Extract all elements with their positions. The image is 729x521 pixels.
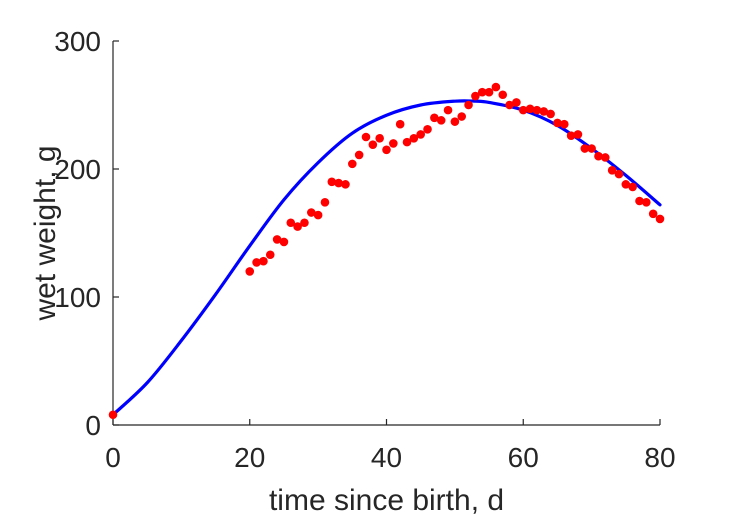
data-point <box>430 113 439 123</box>
data-point <box>382 145 391 155</box>
data-point <box>402 137 412 147</box>
data-point <box>566 131 576 141</box>
x-tick-label: 20 <box>234 442 265 473</box>
data-point <box>395 119 405 129</box>
data-point <box>525 104 535 114</box>
data-point <box>354 150 364 160</box>
data-point <box>265 250 275 260</box>
data-point <box>368 140 378 149</box>
data-point <box>477 87 487 97</box>
x-axis-label: time since birth, d <box>269 484 504 517</box>
data-point <box>443 105 453 115</box>
tick-labels: 0 20 40 60 80 0 100 200 300 <box>54 26 675 473</box>
data-point <box>457 112 467 121</box>
data-point <box>348 159 357 169</box>
axes <box>112 41 660 426</box>
data-point <box>334 178 343 188</box>
data-point <box>293 222 302 231</box>
data-point <box>327 177 337 187</box>
data-point <box>300 218 309 228</box>
data-point <box>505 100 514 110</box>
data-point <box>614 169 624 179</box>
data-point <box>587 144 596 153</box>
data-point <box>484 87 494 97</box>
y-tick-label: 200 <box>54 154 101 185</box>
data-point <box>389 139 398 148</box>
data-point <box>416 130 425 139</box>
data-point <box>450 117 460 126</box>
y-tick-label: 300 <box>54 26 101 57</box>
x-tick-label: 40 <box>371 442 402 473</box>
data-point <box>553 118 562 128</box>
data-point <box>512 98 521 107</box>
data-point <box>498 90 508 100</box>
data-point <box>259 256 268 266</box>
data-point <box>546 109 555 119</box>
data-point <box>539 107 549 116</box>
fit-curve <box>111 99 662 417</box>
data-point <box>313 210 323 220</box>
data-point <box>518 105 528 115</box>
data-point <box>409 133 419 143</box>
y-tick-label: 0 <box>85 410 101 441</box>
data-point <box>272 235 282 244</box>
data-point <box>375 133 384 143</box>
x-tick-label: 0 <box>105 442 121 473</box>
y-axis-label: wet weight, g <box>29 145 62 321</box>
data-point <box>286 218 296 228</box>
data-point <box>532 105 542 115</box>
data-point <box>361 132 371 142</box>
data-point <box>607 165 617 175</box>
fit-line-layer <box>111 99 662 417</box>
data-point <box>655 214 665 224</box>
data-point <box>573 130 583 139</box>
data-point <box>594 151 603 161</box>
data-point <box>621 180 631 189</box>
data-point <box>648 209 658 219</box>
data-point <box>471 91 480 101</box>
data-point <box>635 196 644 206</box>
data-point <box>628 182 637 192</box>
data-point <box>252 258 261 267</box>
data-point <box>580 144 590 153</box>
data-point <box>341 180 350 189</box>
y-tick-label: 100 <box>54 282 101 313</box>
data-point <box>491 82 501 92</box>
data-points-layer <box>108 82 665 420</box>
data-point <box>436 116 446 125</box>
data-point <box>245 267 255 276</box>
data-point <box>642 197 651 207</box>
x-tick-label: 60 <box>508 442 539 473</box>
data-point <box>306 208 316 217</box>
data-point <box>279 237 289 247</box>
data-point <box>423 125 432 134</box>
data-point <box>108 410 118 420</box>
tick-marks <box>112 40 661 426</box>
data-point <box>559 119 569 129</box>
data-point <box>601 153 610 162</box>
data-point <box>464 100 473 110</box>
data-point <box>320 197 330 207</box>
x-tick-label: 80 <box>644 442 675 473</box>
